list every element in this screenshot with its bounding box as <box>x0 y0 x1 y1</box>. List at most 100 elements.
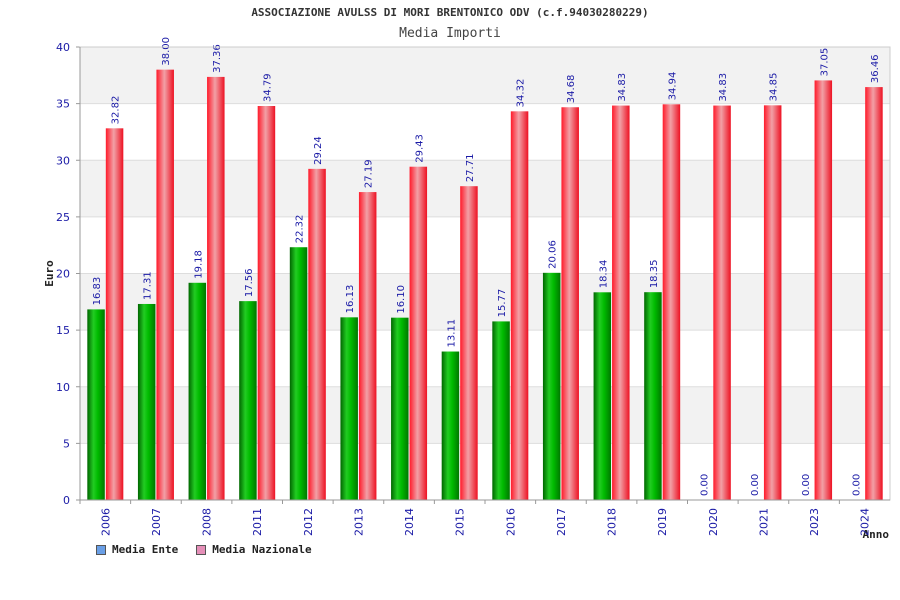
x-tick-label: 2019 <box>656 508 669 536</box>
y-tick-label: 35 <box>56 98 70 111</box>
bar-media-ente <box>87 309 105 500</box>
chart-subtitle: Media Importi <box>399 26 501 41</box>
data-label-media-ente: 17.56 <box>244 268 255 297</box>
data-label-media-ente: 16.10 <box>396 285 407 314</box>
x-tick-label: 2021 <box>757 508 770 536</box>
data-label-media-ente: 18.35 <box>649 260 660 289</box>
x-tick-label: 2008 <box>201 508 214 536</box>
bar-media-nazionale <box>460 186 478 500</box>
x-tick-label: 2020 <box>707 508 720 536</box>
bar-media-nazionale <box>156 69 174 501</box>
legend-label-media-nazionale: Media Nazionale <box>212 543 312 556</box>
data-label-media-ente: 0.00 <box>801 474 812 496</box>
bar-media-nazionale <box>662 104 681 500</box>
legend-label-media-ente: Media Ente <box>112 543 179 556</box>
data-label-media-nazionale: 36.46 <box>870 54 881 83</box>
y-axis-label: Euro <box>43 260 56 287</box>
bars-group <box>87 69 883 501</box>
data-labels-group: 16.83 32.82 17.31 38.00 19.18 37.36 17.56 34.79… <box>92 37 881 496</box>
data-label-media-ente: 16.13 <box>345 285 356 314</box>
data-label-media-nazionale: 38.00 <box>161 37 172 66</box>
chart-title: ASSOCIAZIONE AVULSS DI MORI BRENTONICO O… <box>251 6 649 19</box>
bar-media-nazionale <box>409 166 428 500</box>
bar-media-ente <box>593 292 612 500</box>
data-label-media-ente: 19.18 <box>193 250 204 279</box>
bar-media-ente <box>137 303 156 500</box>
data-label-media-nazionale: 27.19 <box>364 159 375 188</box>
legend-item-media-nazionale[interactable]: Media Nazionale <box>196 543 312 556</box>
bar-media-ente <box>492 321 510 500</box>
data-label-media-nazionale: 32.82 <box>111 96 122 125</box>
bar-media-ente <box>391 317 409 500</box>
data-label-media-ente: 0.00 <box>851 474 862 496</box>
data-label-media-ente: 17.31 <box>143 271 154 300</box>
bar-media-nazionale <box>257 106 276 501</box>
x-tick-label: 2013 <box>352 508 365 536</box>
data-label-media-ente: 13.11 <box>446 319 457 348</box>
legend-swatch-media-nazionale <box>196 544 207 555</box>
data-label-media-nazionale: 34.32 <box>516 79 527 108</box>
data-label-media-nazionale: 34.83 <box>718 73 729 102</box>
y-tick-label: 25 <box>56 211 70 224</box>
bar-media-nazionale <box>308 168 326 500</box>
bar-media-nazionale <box>612 105 630 501</box>
data-label-media-ente: 20.06 <box>548 240 559 269</box>
bar-media-nazionale <box>713 105 731 501</box>
y-tick-label: 40 <box>56 41 70 54</box>
bar-media-ente <box>340 317 358 500</box>
data-label-media-ente: 22.32 <box>295 215 306 244</box>
x-tick-label: 2018 <box>606 508 619 536</box>
x-tick-label: 2023 <box>808 508 821 536</box>
data-label-media-ente: 0.00 <box>750 474 761 496</box>
y-tick-label: 5 <box>63 437 70 450</box>
bar-media-nazionale <box>207 76 225 500</box>
bar-media-ente <box>239 301 257 500</box>
data-label-media-nazionale: 34.85 <box>769 73 780 102</box>
legend: Media Ente Media Nazionale <box>96 543 312 556</box>
x-tick-label: 2006 <box>99 508 112 536</box>
bar-media-nazionale <box>561 107 579 501</box>
data-label-media-nazionale: 34.68 <box>566 75 577 104</box>
y-tick-label: 15 <box>56 324 70 337</box>
x-axis-label: Anno <box>863 528 890 541</box>
data-label-media-nazionale: 29.43 <box>414 134 425 163</box>
bar-media-nazionale <box>763 105 782 500</box>
bar-media-ente <box>542 272 561 500</box>
bar-media-nazionale <box>105 128 124 500</box>
data-label-media-nazionale: 27.71 <box>465 154 476 183</box>
data-label-media-nazionale: 34.94 <box>667 72 678 101</box>
x-tick-label: 2007 <box>150 508 163 536</box>
axes-group: 0 5 10 15 20 25 30 35 40 Euro Anno 2006 2007 2008 2011… <box>43 41 891 541</box>
y-tick-label: 30 <box>56 154 70 167</box>
legend-item-media-ente[interactable]: Media Ente <box>96 543 178 556</box>
x-tick-label: 2014 <box>403 508 416 536</box>
data-label-media-ente: 16.83 <box>92 277 103 306</box>
y-tick-label: 10 <box>56 381 70 394</box>
bar-media-ente <box>644 292 662 500</box>
x-tick-label: 2024 <box>859 508 872 536</box>
bar-media-nazionale <box>358 192 377 501</box>
x-tick-label: 2011 <box>251 508 264 536</box>
y-tick-label: 0 <box>63 494 70 507</box>
data-label-media-ente: 18.34 <box>598 260 609 289</box>
bar-media-nazionale <box>814 80 833 500</box>
legend-swatch-media-ente <box>96 544 106 555</box>
bar-media-ente <box>289 247 308 500</box>
data-label-media-ente: 0.00 <box>700 474 711 496</box>
data-label-media-nazionale: 37.05 <box>819 48 830 77</box>
x-tick-label: 2017 <box>555 508 568 536</box>
x-tick-label: 2016 <box>504 508 517 536</box>
data-label-media-nazionale: 29.24 <box>313 136 324 165</box>
data-label-media-ente: 15.77 <box>497 289 508 318</box>
data-label-media-nazionale: 34.79 <box>262 73 273 102</box>
x-tick-label: 2015 <box>454 508 467 536</box>
bar-media-ente <box>441 351 460 500</box>
bar-media-nazionale <box>510 111 529 501</box>
data-label-media-nazionale: 37.36 <box>212 44 223 73</box>
y-tick-label: 20 <box>56 268 70 281</box>
bar-media-nazionale <box>865 87 883 500</box>
x-tick-label: 2012 <box>302 508 315 536</box>
bar-media-ente <box>188 282 207 500</box>
data-label-media-nazionale: 34.83 <box>617 73 628 102</box>
